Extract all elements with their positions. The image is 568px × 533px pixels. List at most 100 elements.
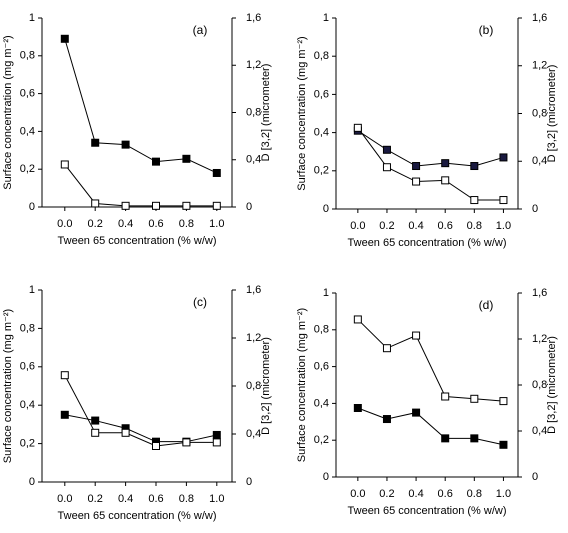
- series-line: [357, 130, 504, 167]
- y2-axis-title: D [3,2] (micrometer): [260, 64, 272, 162]
- marker: [470, 434, 479, 443]
- y2-tick-label: 1,2: [532, 333, 547, 345]
- y2-axis-title: D [3,2] (micrometer): [260, 337, 272, 435]
- y-axis-title: Surface concentration (mg m⁻²): [296, 36, 308, 190]
- panel-label: (b): [479, 23, 494, 37]
- y-tick-label: 0,4: [20, 125, 35, 137]
- x-axis-title: Tween 65 concentration (% w/w): [58, 235, 217, 247]
- marker: [182, 438, 191, 447]
- x-tick-label: 0.2: [88, 493, 103, 505]
- y-tick-label: 0,8: [314, 50, 329, 62]
- y-tick-label: 0,2: [314, 165, 329, 177]
- marker: [60, 34, 69, 43]
- x-tick-label: 0.4: [118, 493, 133, 505]
- y-tick-label: 0: [29, 476, 35, 488]
- marker: [60, 410, 69, 419]
- y2-tick-label: 0: [246, 476, 252, 488]
- marker: [499, 196, 508, 205]
- marker: [441, 159, 450, 168]
- marker: [121, 140, 130, 149]
- series-line: [357, 319, 504, 402]
- y-tick-label: 0: [29, 201, 35, 213]
- series-line: [64, 414, 217, 443]
- x-tick-label: 0.2: [379, 488, 394, 500]
- x-tick-label: 1.0: [209, 493, 224, 505]
- x-axis-title: Tween 65 concentration (% w/w): [348, 505, 507, 517]
- marker: [91, 416, 100, 425]
- y-tick-label: 0,8: [20, 322, 35, 334]
- x-tick-label: 0.8: [467, 220, 482, 232]
- x-tick-label: 0.0: [350, 488, 365, 500]
- marker: [441, 176, 450, 185]
- y-axis-title: Surface concentration (mg m⁻²): [296, 308, 308, 462]
- marker: [182, 154, 191, 163]
- x-tick-label: 0.8: [467, 488, 482, 500]
- y2-tick-label: 1,2: [246, 59, 261, 71]
- marker: [152, 442, 160, 450]
- marker: [121, 201, 130, 210]
- y-tick-label: 0,4: [314, 127, 329, 139]
- y-axis-title: Surface concentration (mg m⁻²): [2, 35, 14, 189]
- series-line: [64, 38, 218, 174]
- x-tick-label: 0.2: [88, 218, 103, 230]
- y-tick-label: 0,4: [20, 399, 35, 411]
- x-tick-label: 0.0: [350, 220, 365, 232]
- marker: [212, 168, 221, 177]
- y-tick-label: 0,2: [20, 163, 35, 175]
- marker: [499, 440, 508, 449]
- marker: [353, 123, 362, 132]
- y2-tick-label: 0,4: [532, 155, 547, 167]
- y2-tick-label: 0,8: [532, 379, 547, 391]
- y2-tick-label: 0: [532, 203, 538, 215]
- marker: [441, 434, 450, 443]
- y-tick-label: 1: [323, 287, 329, 299]
- marker: [212, 430, 221, 439]
- y2-tick-label: 1,2: [532, 60, 547, 72]
- marker: [470, 394, 479, 403]
- x-tick-label: 1.0: [496, 220, 511, 232]
- x-tick-label: 0.6: [438, 488, 453, 500]
- marker: [382, 344, 391, 353]
- marker: [91, 199, 100, 208]
- marker: [412, 177, 421, 186]
- panel-label: (d): [479, 298, 494, 312]
- x-tick-label: 0.4: [118, 218, 133, 230]
- y-tick-label: 0,8: [314, 324, 329, 336]
- x-tick-label: 0.8: [179, 493, 194, 505]
- x-tick-label: 0.6: [148, 218, 163, 230]
- marker: [499, 153, 508, 162]
- marker: [441, 392, 450, 401]
- marker: [182, 201, 191, 210]
- marker: [121, 428, 130, 437]
- marker: [152, 157, 160, 166]
- y-tick-label: 1: [29, 12, 35, 24]
- marker: [91, 428, 100, 437]
- x-tick-label: 0.6: [438, 220, 453, 232]
- x-axis-title: Tween 65 concentration (% w/w): [58, 510, 217, 522]
- marker: [412, 331, 421, 340]
- y2-tick-label: 0,8: [246, 106, 261, 118]
- panel-label: (a): [193, 23, 208, 37]
- marker: [470, 162, 479, 171]
- y-tick-label: 0,4: [314, 397, 329, 409]
- x-tick-label: 0.8: [179, 218, 194, 230]
- x-tick-label: 1.0: [209, 218, 224, 230]
- y2-tick-label: 0,8: [532, 107, 547, 119]
- series-line: [64, 374, 217, 447]
- marker: [412, 162, 421, 171]
- x-tick-label: 0.6: [148, 493, 163, 505]
- marker: [353, 315, 362, 324]
- y2-tick-label: 1,6: [532, 12, 547, 24]
- marker: [470, 196, 479, 205]
- x-tick-label: 0.4: [408, 220, 423, 232]
- marker: [91, 138, 100, 147]
- y2-tick-label: 0: [532, 471, 538, 483]
- panel-label: (c): [193, 295, 207, 309]
- marker: [382, 163, 391, 172]
- y2-axis-title: D [3,2] (micrometer): [546, 336, 558, 434]
- x-tick-label: 0.0: [57, 493, 72, 505]
- y2-axis-title: D [3,2] (micrometer): [546, 65, 558, 163]
- y2-tick-label: 1,6: [246, 12, 261, 24]
- x-axis-title: Tween 65 concentration (% w/w): [348, 237, 507, 249]
- marker: [382, 145, 391, 154]
